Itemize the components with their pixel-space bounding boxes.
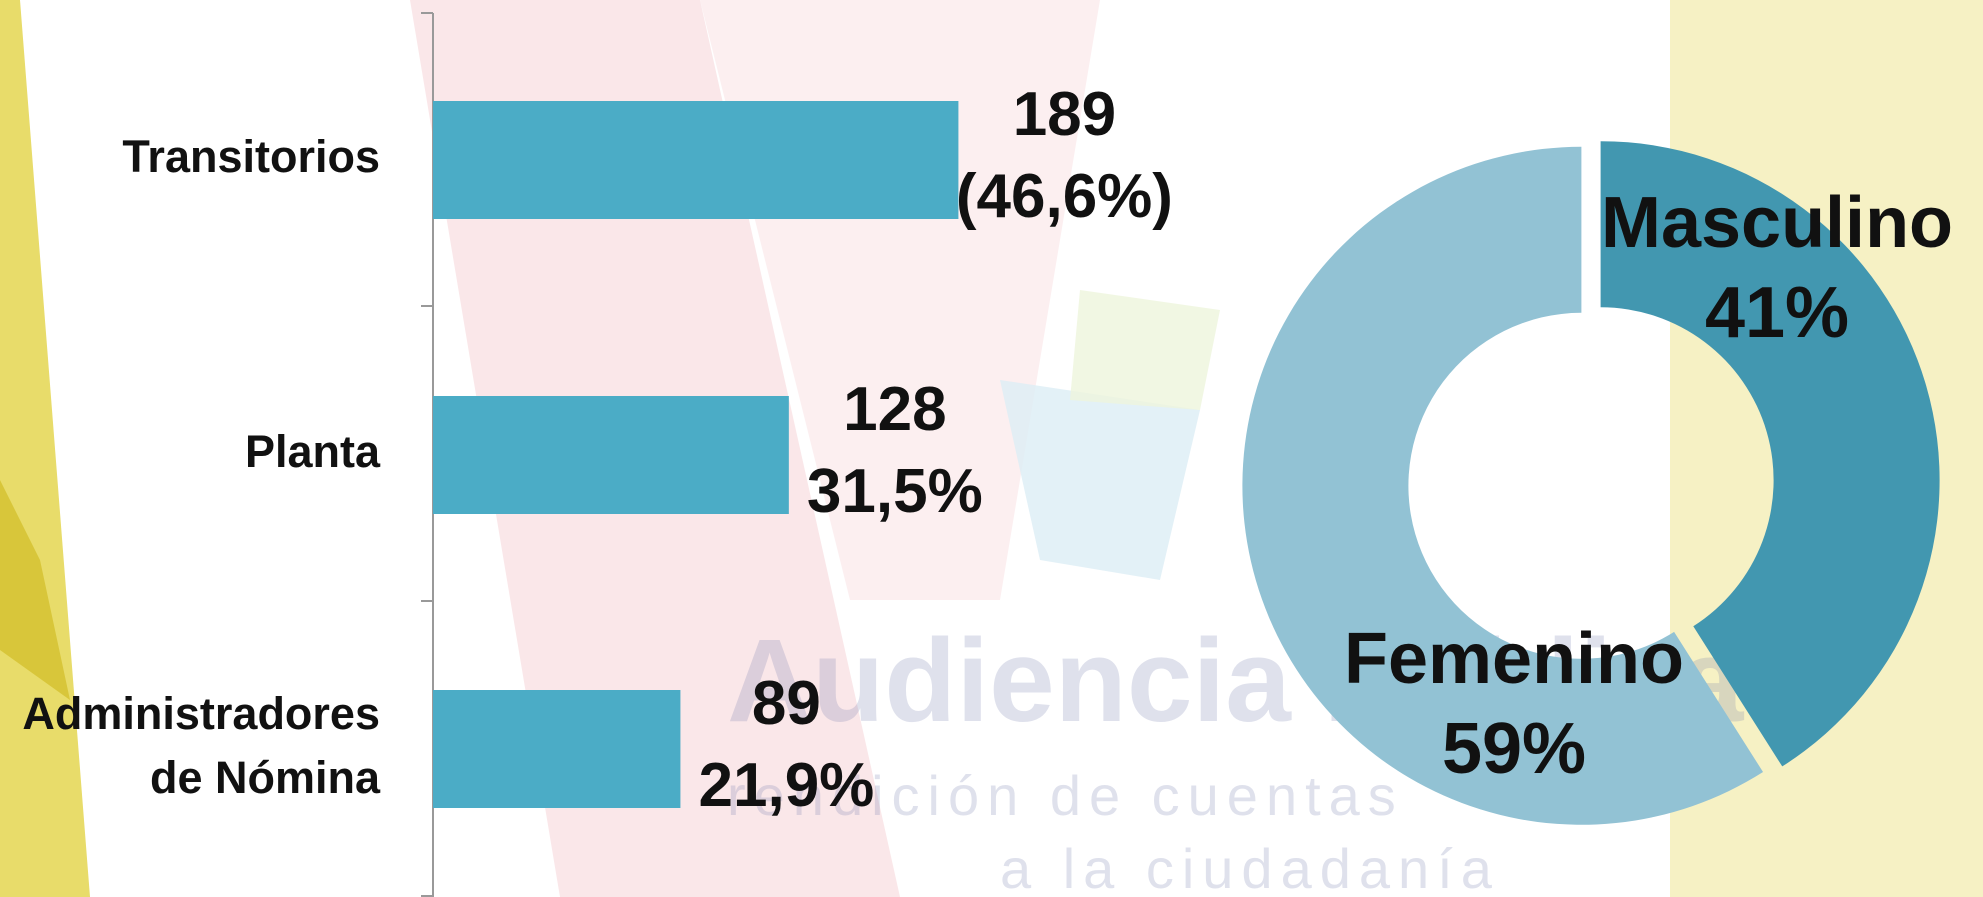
bar bbox=[433, 101, 958, 219]
slide: Audiencia Públicarendición de cuentasa l… bbox=[0, 0, 1983, 897]
bg-shape bbox=[1000, 380, 1200, 580]
slice-name: Femenino bbox=[1344, 619, 1684, 699]
category-label: Transitorios bbox=[122, 131, 380, 182]
bar bbox=[433, 690, 680, 808]
bar bbox=[433, 396, 789, 514]
watermark-line: a la ciudadanía bbox=[1000, 837, 1500, 897]
slice-value: 59% bbox=[1442, 709, 1586, 789]
slice-value: 41% bbox=[1705, 273, 1849, 353]
category-label: Planta bbox=[245, 426, 381, 477]
left-band bbox=[0, 0, 90, 897]
bg-shape bbox=[1070, 290, 1220, 410]
slice-name: Masculino bbox=[1601, 183, 1953, 263]
